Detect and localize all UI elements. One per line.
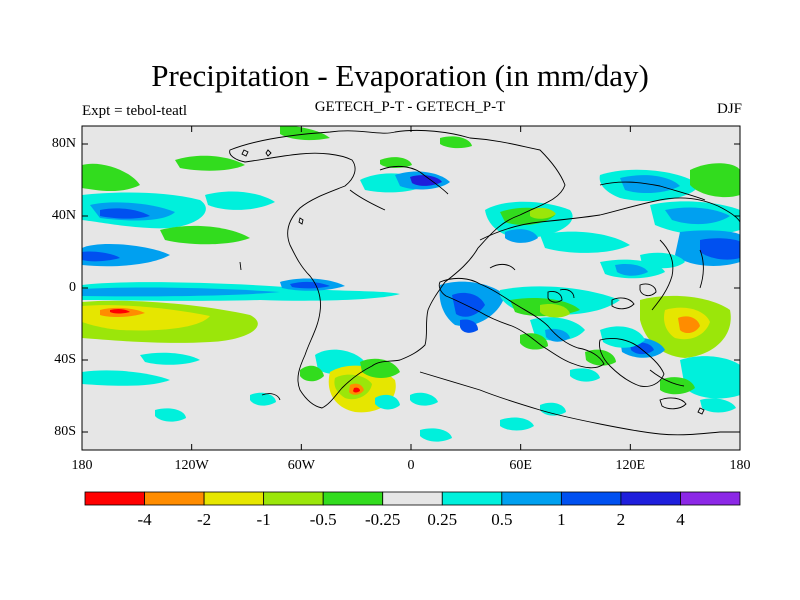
lat-tick-label: 0	[69, 280, 76, 295]
colorbar-swatch	[680, 491, 741, 506]
colorbar-label: -0.25	[365, 510, 401, 529]
lat-tick-label: 40N	[51, 208, 76, 223]
colorbar-swatch	[560, 491, 622, 506]
colorbar-swatch	[501, 491, 562, 506]
colorbar-swatch	[441, 491, 503, 506]
colorbar	[84, 491, 741, 506]
lon-tick-label: 60E	[509, 458, 532, 473]
colorbar-label: 2	[616, 510, 626, 529]
lon-tick-label: 120E	[615, 458, 646, 473]
colorbar-swatch	[144, 491, 205, 506]
colorbar-swatch	[203, 491, 265, 506]
colorbar-label: 0.5	[491, 510, 513, 529]
colorbar-label: 4	[676, 510, 685, 529]
lon-tick-label: 60W	[287, 458, 315, 473]
lat-tick-label: 80S	[54, 424, 76, 439]
lon-tick-label: 0	[407, 458, 415, 473]
colorbar-label: -4	[137, 510, 152, 529]
season-label: DJF	[716, 101, 742, 117]
lat-tick-label: 40S	[54, 352, 76, 367]
lon-tick-label: 180	[71, 458, 93, 473]
dataset-label: GETECH_P-T - GETECH_P-T	[314, 99, 506, 115]
plot-title: Precipitation - Evaporation (in mm/day)	[151, 58, 649, 93]
colorbar-swatch	[84, 491, 145, 506]
coastlines	[229, 129, 740, 436]
colorbar-swatch	[263, 491, 324, 506]
lon-tick-label: 120W	[174, 458, 209, 473]
colorbar-label: -2	[196, 510, 212, 529]
experiment-label: Expt = tebol-teatl	[82, 103, 188, 119]
colorbar-swatch	[382, 491, 443, 506]
colorbar-label: 0.25	[427, 510, 458, 529]
colorbar-swatch	[322, 491, 384, 506]
field-layer	[82, 126, 740, 450]
lon-tick-label: 180	[729, 458, 751, 473]
lat-tick-label: 80N	[51, 136, 76, 151]
colorbar-label: 1	[557, 510, 566, 529]
colorbar-label: -0.5	[309, 510, 337, 529]
colorbar-swatch	[620, 491, 681, 506]
colorbar-label: -1	[256, 510, 271, 529]
